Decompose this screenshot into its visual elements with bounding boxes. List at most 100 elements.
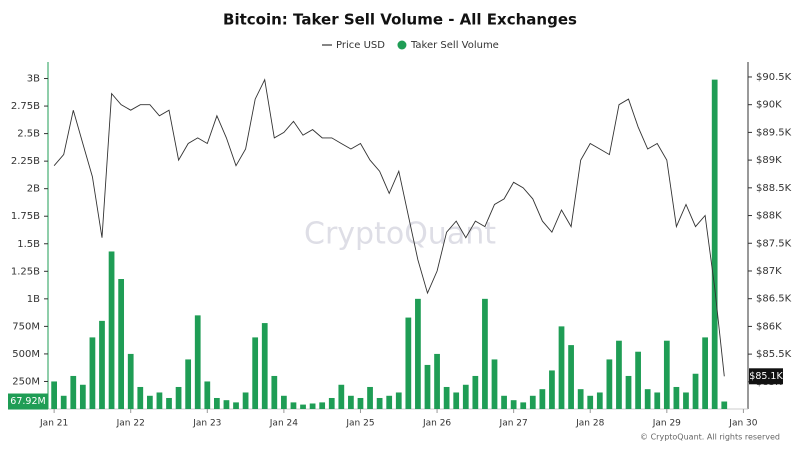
price-line [53, 78, 725, 377]
bar [549, 370, 555, 409]
footer: © CryptoQuant. All rights reserved [640, 433, 780, 442]
bar [99, 320, 105, 409]
x-tick-label: Jan 30 [728, 419, 757, 429]
y2-tick-label: $85.5K [756, 349, 792, 360]
bar [261, 323, 268, 409]
y-tick-label: 1B [27, 294, 40, 305]
bar [367, 386, 373, 409]
bar [395, 392, 402, 409]
legend-label: Taker Sell Volume [410, 40, 499, 51]
bar [89, 337, 96, 409]
bar [663, 340, 670, 409]
bar [108, 251, 115, 409]
bar [683, 392, 689, 409]
y2-tick-label: $86.5K [756, 294, 792, 305]
bar [70, 375, 77, 409]
bar [79, 384, 86, 409]
bar [51, 381, 57, 409]
bar [711, 79, 718, 409]
x-tick-label: Jan 28 [575, 419, 604, 429]
y-tick-label: 2.5B [17, 129, 40, 140]
bar [482, 298, 488, 409]
bar [529, 395, 536, 409]
bar [501, 395, 507, 409]
bar [625, 375, 632, 409]
y-tick-label: 2.25B [11, 156, 40, 167]
bar [60, 395, 67, 409]
bar [443, 386, 450, 409]
bar [462, 384, 469, 409]
bar [434, 353, 440, 409]
bar [596, 392, 603, 409]
y2-tick-label: $88K [756, 211, 782, 222]
bar [223, 400, 230, 409]
y-tick-label: 1.75B [11, 211, 40, 222]
x-tick-label: Jan 21 [39, 419, 68, 429]
y2-tick-label: $87K [756, 266, 782, 277]
value-box [749, 368, 783, 385]
watermark: CryptoQuant [304, 217, 496, 252]
bar [175, 386, 182, 409]
bar [606, 359, 613, 409]
bar [204, 381, 211, 409]
bar [424, 364, 431, 409]
bar [644, 389, 651, 409]
y-tick-label: 3B [27, 74, 40, 85]
bar [281, 395, 287, 409]
bar [520, 402, 527, 409]
y2-tick-label: $87.5K [756, 238, 792, 249]
bar [357, 397, 364, 409]
x-tick-label: Jan 25 [345, 419, 374, 429]
bar [558, 326, 565, 409]
bar [338, 384, 345, 409]
bar [376, 397, 383, 409]
bar [405, 317, 412, 409]
bar [233, 402, 239, 409]
value-box-label: $85.1K [749, 371, 783, 382]
bar [673, 386, 680, 409]
bar [539, 389, 546, 409]
y2-tick-label: $88.5K [756, 183, 792, 194]
legend-label: Price USD [336, 40, 385, 51]
bar [654, 392, 661, 409]
value-box [8, 393, 48, 410]
x-tick-label: Jan 26 [422, 419, 451, 429]
y2-tick-label: $90K [756, 100, 782, 111]
y-tick-label: 750M [12, 321, 40, 332]
bar [127, 353, 134, 409]
chart-title: Bitcoin: Taker Sell Volume - All Exchang… [223, 11, 577, 29]
bar [118, 279, 125, 409]
bar [453, 392, 460, 409]
bar [472, 375, 479, 409]
x-tick-label: Jan 22 [116, 419, 145, 429]
x-tick-label: Jan 24 [269, 419, 298, 429]
bar [194, 315, 201, 409]
bar [309, 403, 316, 409]
bar [616, 340, 622, 409]
bar [587, 395, 594, 409]
x-tick-label: Jan 27 [499, 419, 528, 429]
bar [577, 389, 584, 409]
bar [386, 395, 393, 409]
bar [242, 392, 249, 409]
bar [635, 351, 641, 409]
y2-tick-label: $89K [756, 155, 782, 166]
bar [319, 402, 326, 409]
bar [702, 337, 708, 409]
bar [415, 298, 421, 409]
bar [214, 397, 220, 409]
bar [185, 359, 192, 409]
bar [328, 397, 335, 409]
y-tick-label: 500M [12, 349, 40, 360]
y2-tick-label: $90.5K [756, 72, 792, 83]
bar [300, 404, 306, 409]
y-tick-label: 250M [12, 376, 40, 387]
y-tick-label: 2B [27, 184, 40, 195]
x-tick-label: Jan 29 [652, 419, 681, 429]
y-tick-label: 2.75B [11, 101, 40, 112]
legend-swatch [397, 40, 407, 50]
bar [510, 400, 517, 409]
bar [137, 386, 144, 409]
bar [568, 345, 574, 409]
